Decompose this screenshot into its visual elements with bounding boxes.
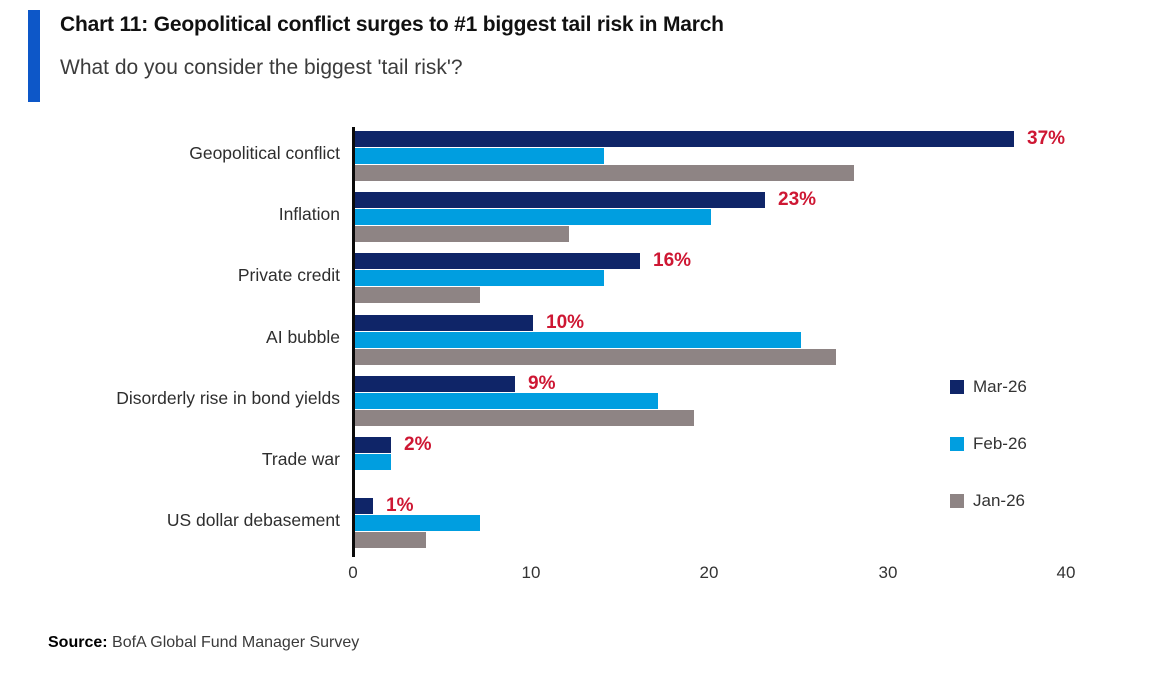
bar-stack: 16%: [355, 250, 691, 304]
x-tick-label: 10: [521, 563, 541, 582]
bar-value-label: 16%: [653, 250, 692, 271]
bar-stack: 1%: [355, 495, 480, 549]
bar-value-label: 23%: [778, 189, 817, 210]
legend-label: Mar-26: [973, 377, 1027, 396]
legend-label: Jan-26: [973, 491, 1025, 510]
bar-feb-26: [355, 332, 801, 348]
bar-feb-26: [355, 515, 480, 531]
category-label: Trade war: [261, 448, 340, 469]
legend-item: Jan-26: [950, 491, 1025, 511]
bar-feb-26: [355, 270, 604, 286]
category-label: AI bubble: [266, 326, 340, 347]
legend-swatch: [950, 437, 964, 451]
bar-value-label: 2%: [404, 434, 432, 455]
bar-group: Geopolitical conflict 37%: [0, 127, 1160, 188]
bar-mar-26: 1%: [355, 495, 413, 516]
legend-item: Feb-26: [950, 434, 1027, 454]
category-label: US dollar debasement: [166, 509, 340, 530]
bar-mar-26: 16%: [355, 250, 691, 271]
bar-mar-26: 2%: [355, 434, 431, 455]
category-label: Private credit: [237, 264, 340, 285]
bar-feb-26: [355, 148, 604, 164]
legend-swatch: [950, 380, 964, 394]
source-note: Source: BofA Global Fund Manager Survey: [48, 634, 360, 651]
category-label: Disorderly rise in bond yields: [116, 387, 340, 408]
x-tick-label: 20: [699, 563, 719, 582]
chart-subtitle: What do you consider the biggest 'tail r…: [60, 56, 463, 79]
bar-feb-26: [355, 209, 711, 225]
bar-value-label: 1%: [386, 495, 414, 516]
x-tick-label: 40: [1056, 563, 1076, 582]
bar-group: Private credit 16%: [0, 249, 1160, 310]
bar-jan-26: [355, 165, 854, 181]
legend-item: Mar-26: [950, 377, 1027, 397]
bar-group: US dollar debasement 1%: [0, 494, 1160, 555]
bar-jan-26: [355, 226, 569, 242]
bar-mar-26: 23%: [355, 189, 816, 210]
bar-value-label: 9%: [528, 373, 556, 394]
category-label: Geopolitical conflict: [189, 142, 340, 163]
x-tick-label: 30: [878, 563, 898, 582]
bar-chart: Geopolitical conflict 37% Inflation 23% Priv…: [0, 127, 1160, 607]
bar-mar-26: 9%: [355, 373, 555, 394]
bar-jan-26: [355, 287, 480, 303]
legend-label: Feb-26: [973, 434, 1027, 453]
bar-feb-26: [355, 454, 391, 470]
bar-value-label: 10%: [546, 312, 585, 333]
bar-mar-26: 37%: [355, 128, 1065, 149]
bar-stack: 10%: [355, 312, 836, 366]
bar-jan-26: [355, 410, 694, 426]
bar-feb-26: [355, 393, 658, 409]
legend-swatch: [950, 494, 964, 508]
bar-group: AI bubble 10%: [0, 311, 1160, 372]
bar-group: Trade war 2%: [0, 433, 1160, 494]
bar-stack: 37%: [355, 128, 1065, 182]
bar-stack: 23%: [355, 189, 816, 243]
bar-jan-26: [355, 349, 836, 365]
bar-stack: 2%: [355, 434, 431, 488]
x-tick-label: 0: [348, 563, 358, 582]
bar-mar-26: 10%: [355, 312, 584, 333]
category-label: Inflation: [278, 203, 340, 224]
y-axis-line: [352, 127, 355, 557]
chart-title: Chart 11: Geopolitical conflict surges t…: [60, 13, 724, 36]
bar-value-label: 37%: [1027, 128, 1066, 149]
bar-jan-26: [355, 532, 426, 548]
source-label: Source:: [48, 634, 108, 651]
bar-stack: 9%: [355, 373, 694, 427]
bar-group: Disorderly rise in bond yields 9%: [0, 372, 1160, 433]
bar-group: Inflation 23%: [0, 188, 1160, 249]
title-accent-bar: [28, 10, 40, 102]
